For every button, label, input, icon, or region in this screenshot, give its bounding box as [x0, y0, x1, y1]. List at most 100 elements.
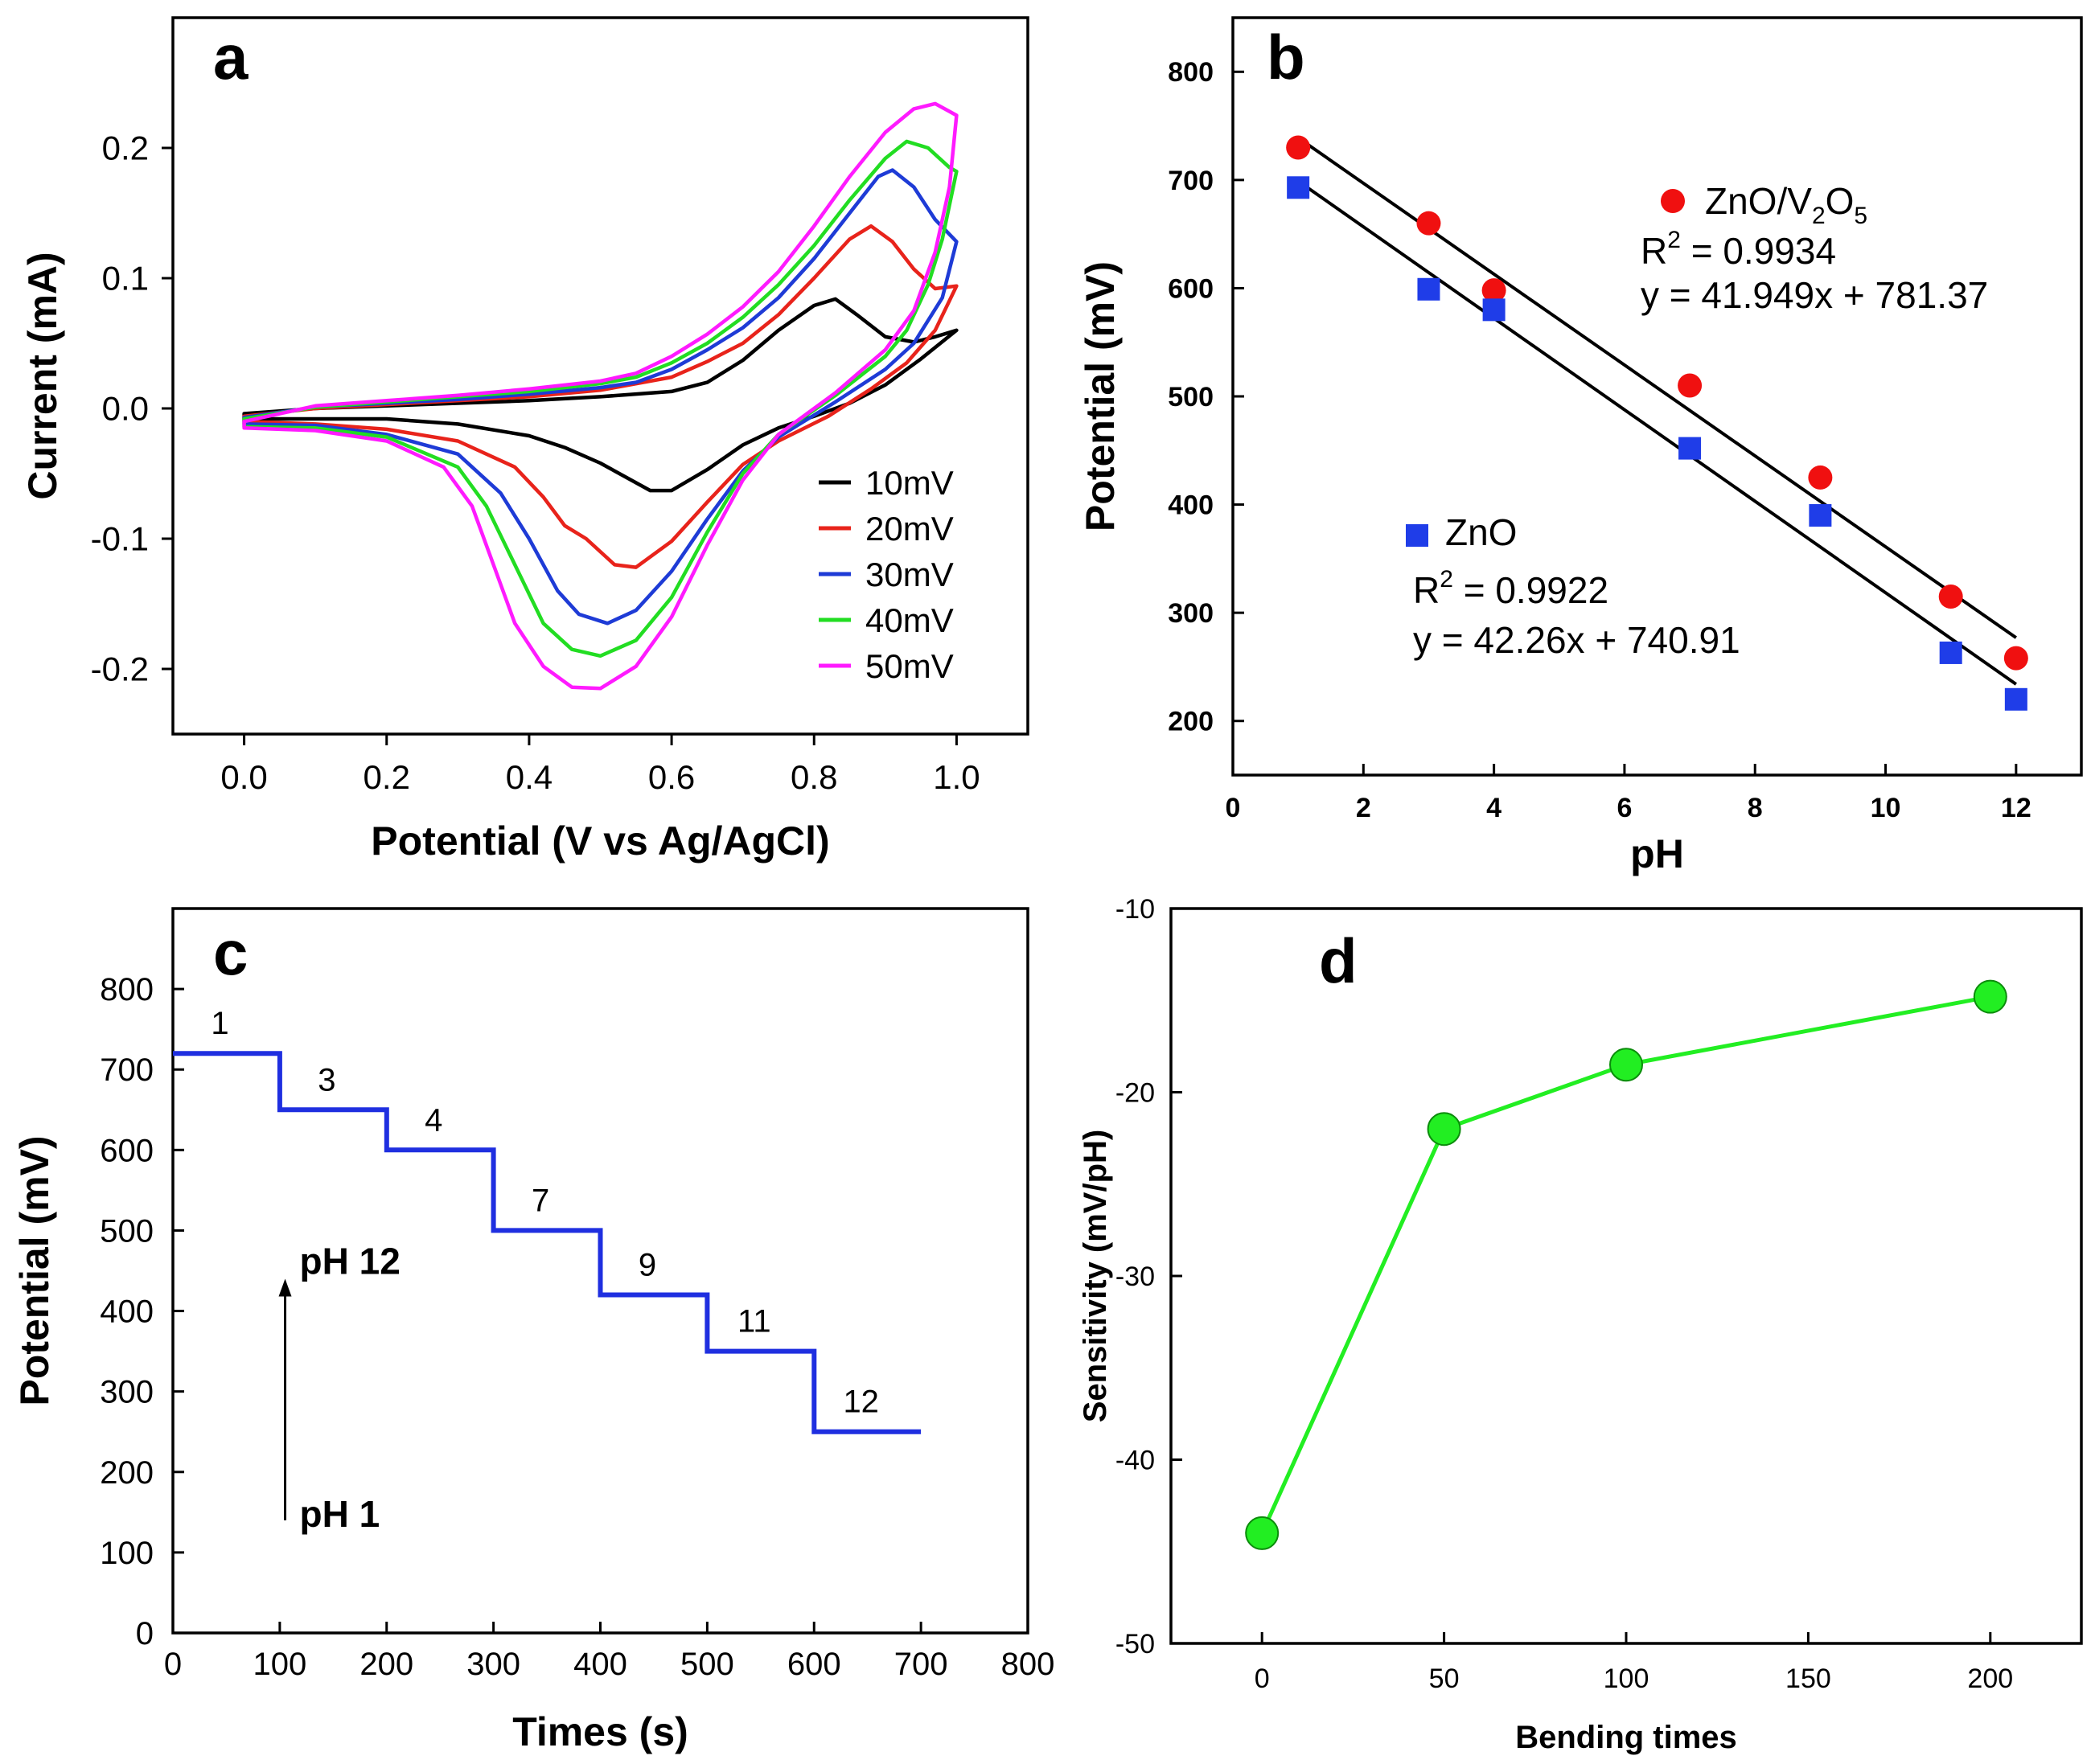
arrow-top-label: pH 12 [300, 1241, 401, 1282]
step-label: 4 [425, 1102, 442, 1138]
x-tick-label: 200 [1967, 1663, 2013, 1694]
equation-zno-v2o5: y = 41.949x + 781.37 [1641, 274, 1988, 316]
data-point [1938, 584, 1963, 609]
step-label: 7 [532, 1183, 549, 1218]
legend-label: 10mV [865, 464, 954, 502]
y-tick-label: 500 [100, 1213, 154, 1249]
legend-label-zno-v2o5: ZnO/V2O5 [1705, 180, 1867, 229]
y-tick-label: 200 [1168, 707, 1214, 737]
x-tick-label: 300 [466, 1647, 520, 1682]
x-tick-label: 0 [1255, 1663, 1270, 1694]
x-tick-label: 6 [1617, 793, 1632, 823]
legend-label: 40mV [865, 601, 954, 639]
x-tick-label: 100 [253, 1647, 307, 1682]
data-point [1416, 211, 1441, 236]
y-axis-title: Current (mA) [20, 252, 65, 499]
y-tick-label: -40 [1115, 1445, 1155, 1475]
panel-label: d [1319, 925, 1358, 996]
y-tick-label: -30 [1115, 1261, 1155, 1292]
y-tick-label: 400 [100, 1294, 154, 1330]
text: R [1641, 230, 1667, 272]
data-point [1809, 504, 1832, 527]
data-point [1678, 437, 1702, 460]
x-tick-label: 100 [1604, 1663, 1649, 1694]
step-label: 1 [211, 1006, 228, 1041]
data-point [1287, 176, 1310, 199]
r2-zno-v2o5: R2 = 0.9934 [1641, 227, 1836, 272]
y-tick-label: -20 [1115, 1077, 1155, 1108]
text: ZnO/V [1705, 180, 1812, 222]
y-tick-label: 800 [100, 972, 154, 1007]
y-tick-label: 800 [1168, 57, 1214, 88]
x-tick-label: 12 [2001, 793, 2031, 823]
x-tick-label: 0.6 [648, 758, 695, 796]
cv-curve-10mV [242, 297, 959, 493]
x-tick-label: 500 [680, 1647, 734, 1682]
data-point [1678, 373, 1703, 398]
step-label: 9 [639, 1248, 656, 1283]
legend-label: 20mV [865, 510, 954, 548]
sensitivity-line [1259, 995, 1991, 1534]
x-tick-label: 600 [787, 1647, 841, 1682]
x-tick-label: 10 [1871, 793, 1901, 823]
subscript: 2 [1812, 203, 1826, 229]
x-tick-label: 0.4 [506, 758, 553, 796]
y-tick-label: 0.1 [102, 260, 149, 297]
data-point [1427, 1112, 1461, 1147]
plot-frame [171, 16, 1029, 736]
x-tick-label: 0.0 [220, 758, 267, 796]
y-tick-label: 0.2 [102, 129, 149, 167]
x-axis-title: pH [1630, 831, 1684, 876]
text: = 0.9934 [1681, 230, 1836, 272]
step-label: 3 [318, 1062, 335, 1097]
y-tick-label: 700 [100, 1052, 154, 1088]
x-tick-label: 4 [1486, 793, 1501, 823]
panel-label: c [213, 917, 248, 988]
data-point [2003, 646, 2028, 671]
x-tick-label: 50 [1429, 1663, 1460, 1694]
data-point [1939, 641, 1962, 664]
data-point [1286, 135, 1311, 160]
superscript: 2 [1440, 566, 1453, 593]
y-tick-label: 200 [100, 1455, 154, 1491]
legend-label: 50mV [865, 647, 954, 685]
x-tick-label: 200 [359, 1647, 413, 1682]
y-tick-label: 500 [1168, 382, 1214, 412]
y-tick-label: 400 [1168, 490, 1214, 520]
data-point [1808, 465, 1833, 490]
x-tick-label: 800 [1001, 1647, 1055, 1682]
y-tick-label: -0.2 [91, 650, 149, 688]
y-tick-label: 0.0 [102, 390, 149, 428]
subscript: 5 [1854, 203, 1867, 229]
y-tick-label: -10 [1115, 894, 1155, 925]
plot-frame [1169, 907, 2083, 1645]
legend-label: 30mV [865, 556, 954, 593]
x-tick-label: 400 [573, 1647, 627, 1682]
data-point [1973, 979, 2007, 1014]
x-tick-label: 150 [1785, 1663, 1831, 1694]
panel-a: 0.0 0.2 0.4 0.6 0.8 1.0 -0.2 -0.1 0.0 0.1 0.2 Poten… [20, 16, 1029, 864]
x-axis-title: Bending times [1515, 1720, 1737, 1755]
arrow-bottom-label: pH 1 [300, 1493, 380, 1535]
text: = 0.9922 [1453, 569, 1608, 611]
x-tick-label: 0 [164, 1647, 182, 1682]
x-tick-label: 700 [894, 1647, 948, 1682]
panel-c: 0 100 200 300 400 500 600 700 800 0 100 200 300 400 50… [12, 907, 1055, 1754]
cv-curve-30mV [242, 168, 959, 626]
legend-label-zno: ZnO [1445, 511, 1517, 553]
fit-line [1297, 179, 2017, 686]
y-tick-label: -50 [1115, 1629, 1155, 1659]
panel-d: 0 50 100 150 200 -50 -40 -30 -20 -10 Bending times… [1078, 894, 2083, 1755]
y-tick-label: 700 [1168, 166, 1214, 196]
data-point [1417, 277, 1440, 301]
arrow-head-icon [278, 1278, 292, 1297]
superscript: 2 [1667, 227, 1681, 253]
data-point [1481, 278, 1506, 303]
y-axis-title: Potential (mV) [12, 1135, 57, 1405]
x-tick-label: 8 [1748, 793, 1763, 823]
step-label: 11 [737, 1304, 771, 1339]
data-point [1609, 1048, 1643, 1082]
y-tick-label: 300 [1168, 598, 1214, 629]
x-tick-label: 2 [1356, 793, 1371, 823]
